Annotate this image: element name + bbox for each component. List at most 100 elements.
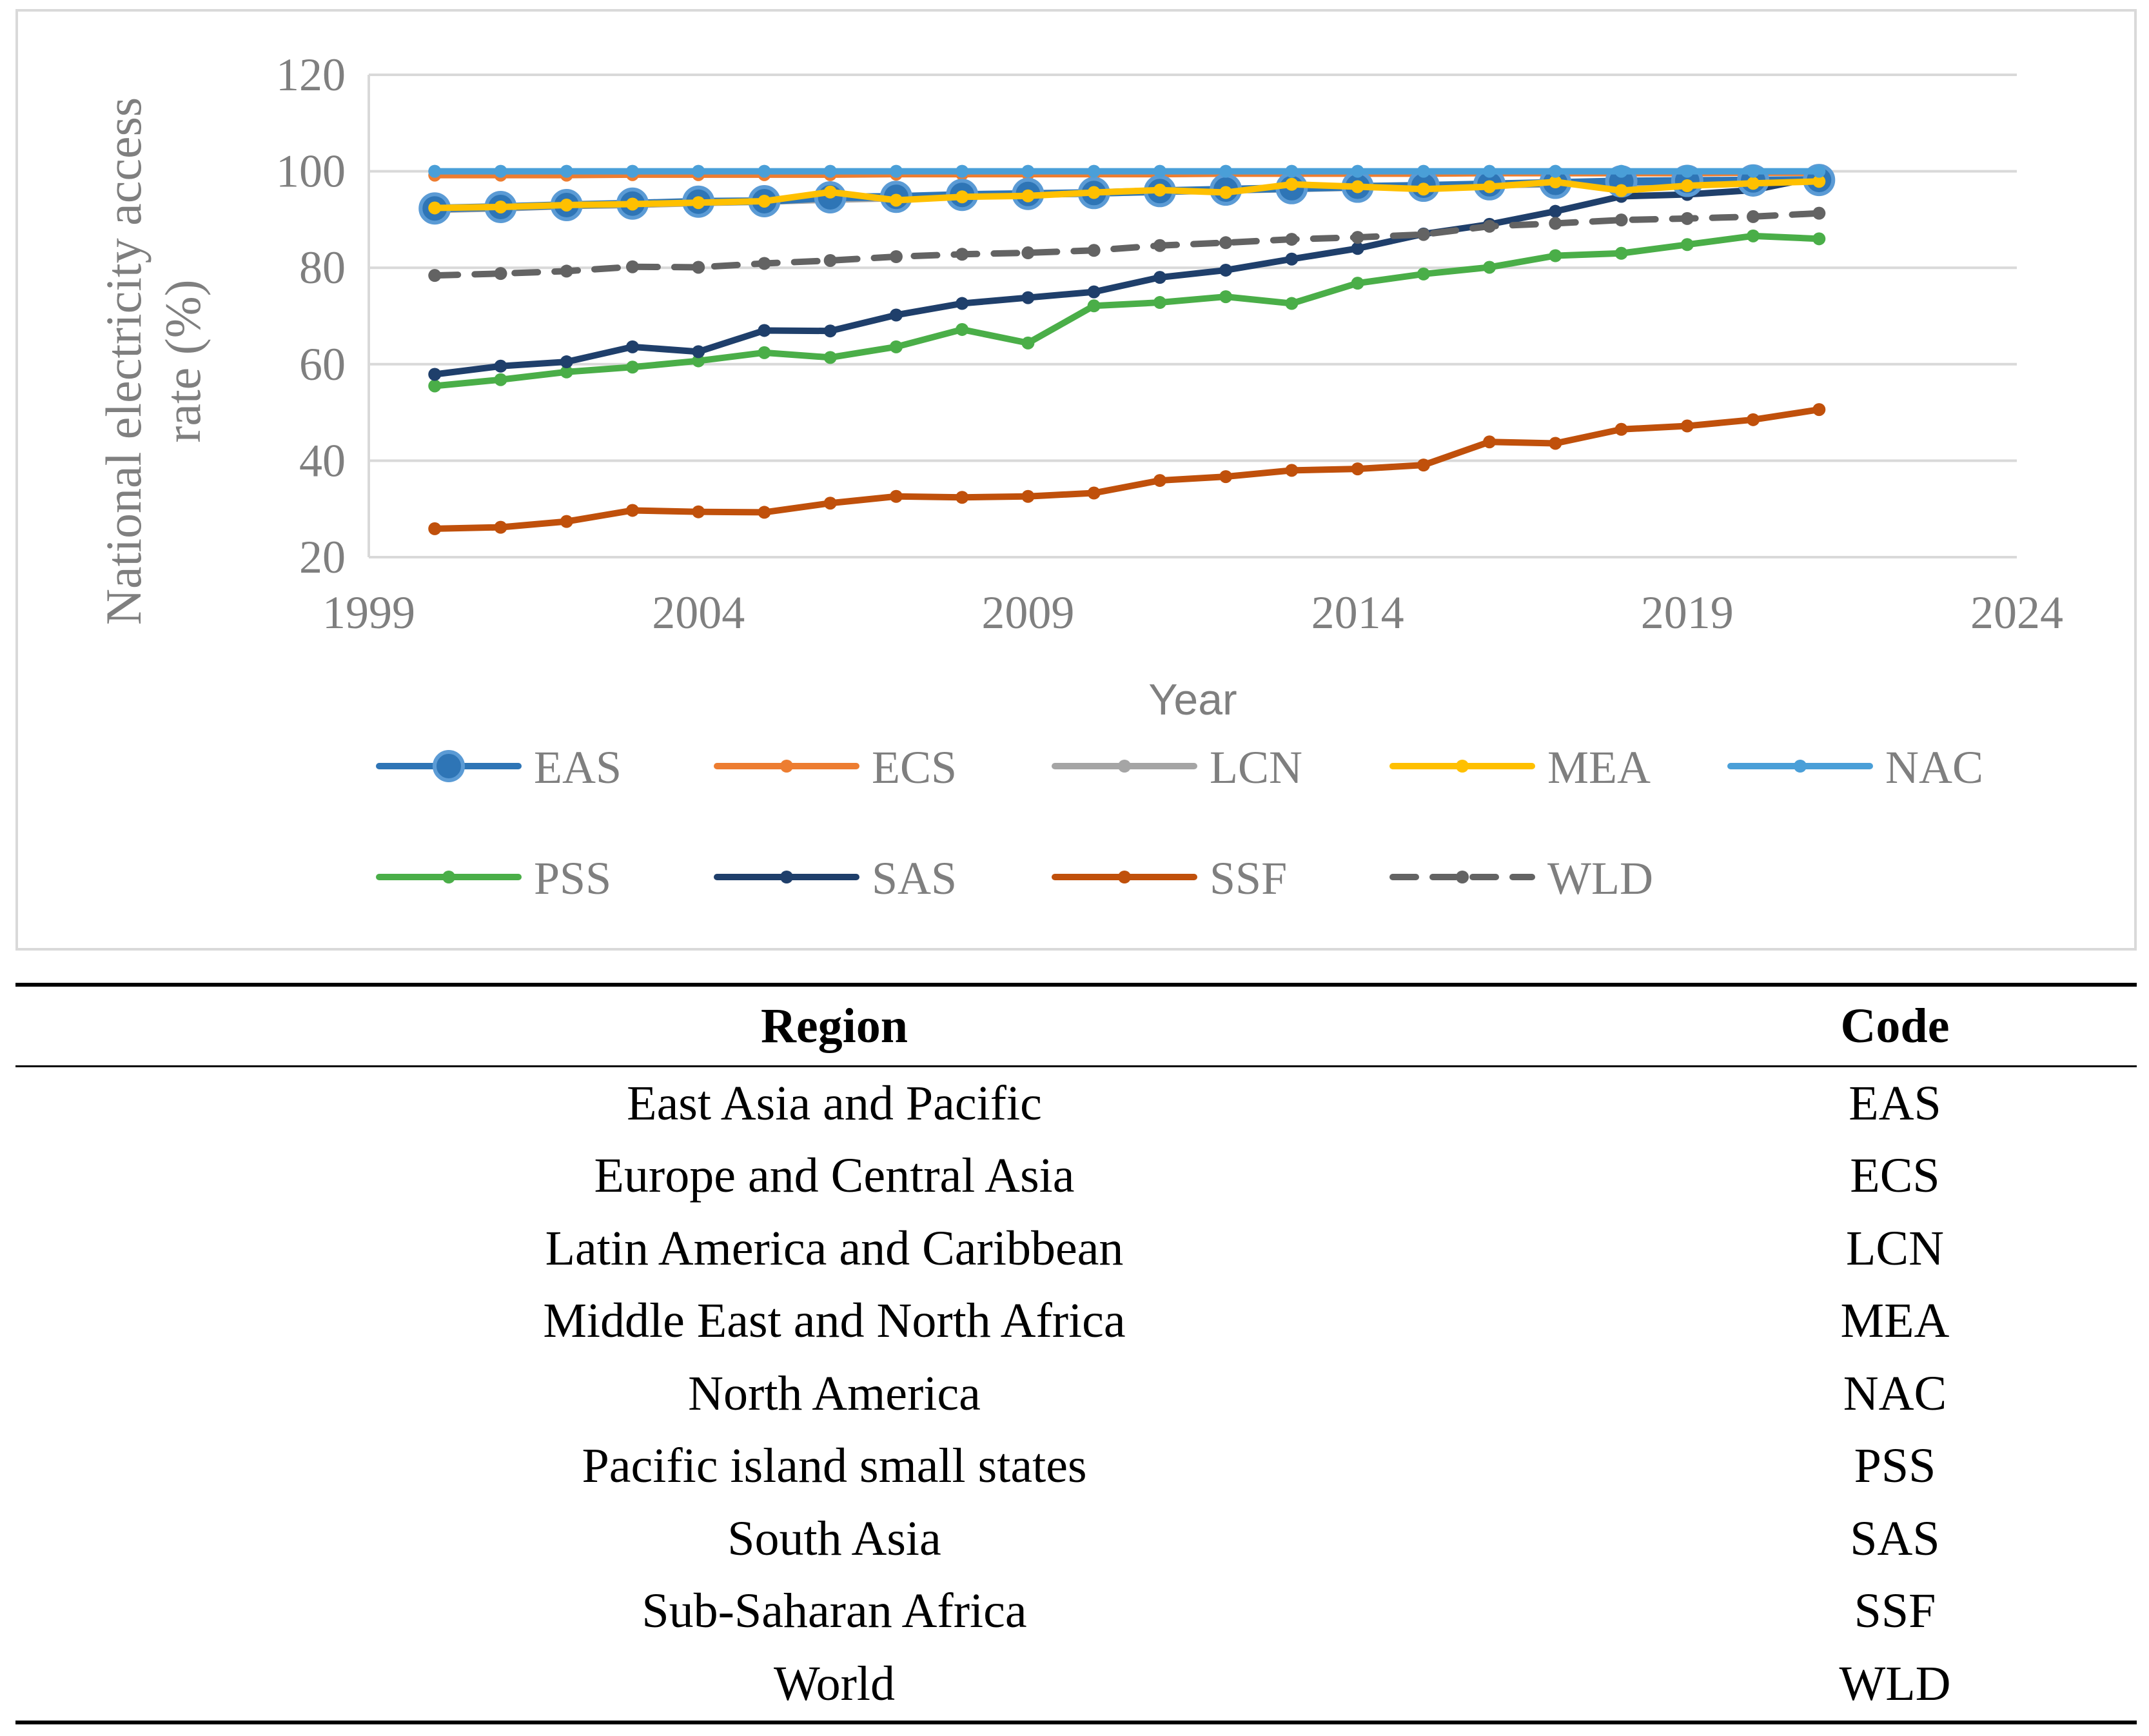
data-point bbox=[625, 197, 639, 211]
data-point bbox=[823, 324, 837, 338]
data-point bbox=[1285, 233, 1299, 246]
data-point bbox=[758, 257, 771, 270]
data-point bbox=[1417, 267, 1430, 281]
data-point bbox=[1614, 422, 1628, 436]
data-point bbox=[560, 365, 573, 379]
data-point bbox=[494, 373, 507, 386]
data-point bbox=[494, 164, 507, 178]
chart-container: 20 40 60 80 100 120 1999 2004 2009 2014 2019 2024 Na… bbox=[15, 9, 2137, 951]
legend-label: ECS bbox=[872, 742, 957, 793]
legend-item-lcn: LCN bbox=[1052, 742, 1302, 793]
data-point bbox=[956, 164, 969, 178]
table-row: North America NAC bbox=[15, 1357, 2137, 1430]
data-point bbox=[1285, 464, 1299, 477]
data-point bbox=[1614, 213, 1628, 227]
data-point bbox=[1417, 182, 1430, 196]
region-column-header: Region bbox=[761, 998, 908, 1053]
data-point bbox=[1680, 164, 1694, 178]
region-cell: North America bbox=[688, 1366, 981, 1421]
legend-swatch-marker bbox=[1794, 760, 1807, 773]
legend-item-wld: WLD bbox=[1389, 853, 1653, 904]
x-tick-label: 2004 bbox=[652, 587, 745, 638]
data-point bbox=[1549, 249, 1562, 262]
table-row: Middle East and North Africa MEA bbox=[15, 1285, 2137, 1358]
data-point bbox=[1285, 297, 1299, 310]
data-point bbox=[428, 201, 442, 215]
data-point bbox=[1285, 252, 1299, 266]
series-line bbox=[431, 178, 1823, 212]
line-chart: 20 40 60 80 100 120 1999 2004 2009 2014 2019 2024 Na… bbox=[95, 49, 2063, 904]
data-point bbox=[1747, 413, 1760, 426]
table-header-row: Region Code bbox=[15, 985, 2137, 1067]
data-point bbox=[1153, 271, 1166, 284]
series-mea bbox=[428, 175, 1826, 215]
code-cell: PSS bbox=[1854, 1439, 1936, 1494]
data-point bbox=[692, 345, 705, 359]
data-point bbox=[823, 164, 837, 178]
legend-label: MEA bbox=[1547, 742, 1651, 793]
data-point bbox=[494, 200, 507, 213]
data-point bbox=[1219, 236, 1233, 250]
data-point bbox=[1549, 437, 1562, 450]
data-point bbox=[1747, 229, 1760, 242]
data-point bbox=[1351, 164, 1364, 178]
data-point bbox=[889, 164, 903, 178]
data-point bbox=[1812, 403, 1826, 417]
data-point bbox=[1549, 164, 1562, 178]
data-point bbox=[1812, 206, 1826, 220]
data-point bbox=[560, 264, 573, 278]
code-cell: LCN bbox=[1846, 1221, 1944, 1276]
table-row: Sub-Saharan Africa SSF bbox=[15, 1575, 2137, 1648]
series-line bbox=[431, 173, 1823, 378]
data-point bbox=[1614, 184, 1628, 197]
code-cell: EAS bbox=[1849, 1076, 1941, 1130]
data-point bbox=[428, 164, 442, 178]
data-point bbox=[625, 504, 639, 517]
y-axis-title: National electricity accessrate (%) bbox=[95, 97, 211, 626]
data-point bbox=[1351, 277, 1364, 290]
region-cell: East Asia and Pacific bbox=[627, 1076, 1042, 1130]
data-point bbox=[1680, 179, 1694, 193]
region-cell: Pacific island small states bbox=[582, 1439, 1087, 1494]
data-point bbox=[1812, 175, 1826, 188]
data-point bbox=[1483, 435, 1496, 449]
legend-item-nac: NAC bbox=[1727, 742, 1983, 793]
data-point bbox=[1021, 336, 1035, 350]
data-point bbox=[1417, 228, 1430, 241]
data-point bbox=[692, 261, 705, 274]
data-point bbox=[692, 354, 705, 368]
table-row: Latin America and Caribbean LCN bbox=[15, 1212, 2137, 1285]
data-point bbox=[889, 250, 903, 263]
region-code-table: Region Code East Asia and Pacific EAS Eu… bbox=[15, 983, 2137, 1724]
data-point bbox=[1483, 164, 1496, 178]
series-ssf bbox=[428, 403, 1826, 535]
data-point bbox=[428, 368, 442, 381]
data-point bbox=[1219, 263, 1233, 277]
legend-label: SAS bbox=[872, 853, 957, 904]
data-point bbox=[1351, 231, 1364, 244]
data-point bbox=[1219, 164, 1233, 178]
data-point bbox=[428, 522, 442, 535]
series-nac bbox=[428, 164, 1826, 178]
data-point bbox=[1680, 212, 1694, 225]
table-row: East Asia and Pacific EAS bbox=[15, 1067, 2137, 1140]
data-point bbox=[956, 248, 969, 261]
data-point bbox=[625, 360, 639, 374]
data-point bbox=[889, 489, 903, 503]
legend-item-eas: EAS bbox=[376, 742, 622, 793]
data-point bbox=[758, 346, 771, 359]
code-cell: SAS bbox=[1850, 1511, 1940, 1566]
data-point bbox=[956, 322, 969, 336]
data-point bbox=[1021, 246, 1035, 260]
region-cell: Latin America and Caribbean bbox=[545, 1221, 1124, 1276]
data-point bbox=[560, 198, 573, 212]
data-point bbox=[494, 267, 507, 281]
data-point bbox=[1614, 246, 1628, 260]
region-cell: World bbox=[773, 1656, 896, 1711]
region-cell: Sub-Saharan Africa bbox=[642, 1584, 1027, 1639]
data-point bbox=[560, 164, 573, 178]
y-tick-label: 60 bbox=[299, 339, 346, 390]
data-point bbox=[758, 164, 771, 178]
y-tick-label: 40 bbox=[299, 435, 346, 486]
code-cell: MEA bbox=[1840, 1294, 1950, 1348]
